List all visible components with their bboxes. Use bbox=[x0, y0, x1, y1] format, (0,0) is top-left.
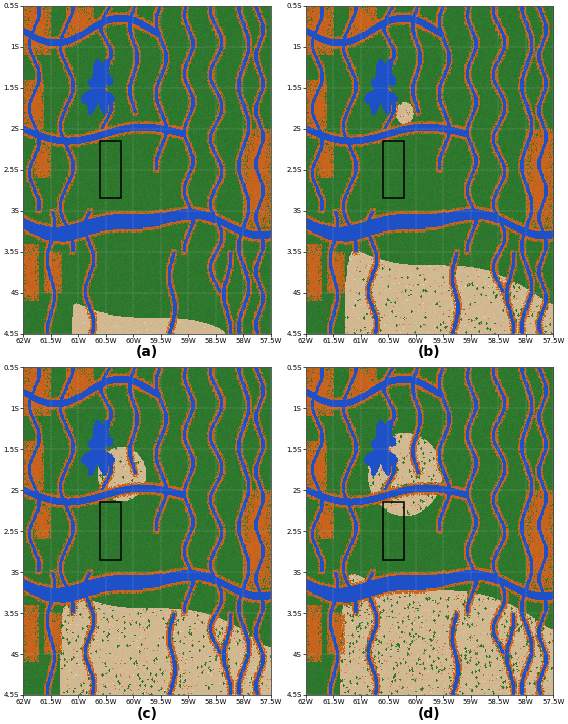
Bar bbox=[383, 141, 404, 198]
Bar bbox=[383, 502, 404, 560]
Bar bbox=[100, 502, 121, 560]
X-axis label: (b): (b) bbox=[418, 345, 441, 359]
Bar bbox=[100, 141, 121, 198]
X-axis label: (d): (d) bbox=[418, 707, 441, 720]
X-axis label: (c): (c) bbox=[136, 707, 157, 720]
X-axis label: (a): (a) bbox=[136, 345, 158, 359]
